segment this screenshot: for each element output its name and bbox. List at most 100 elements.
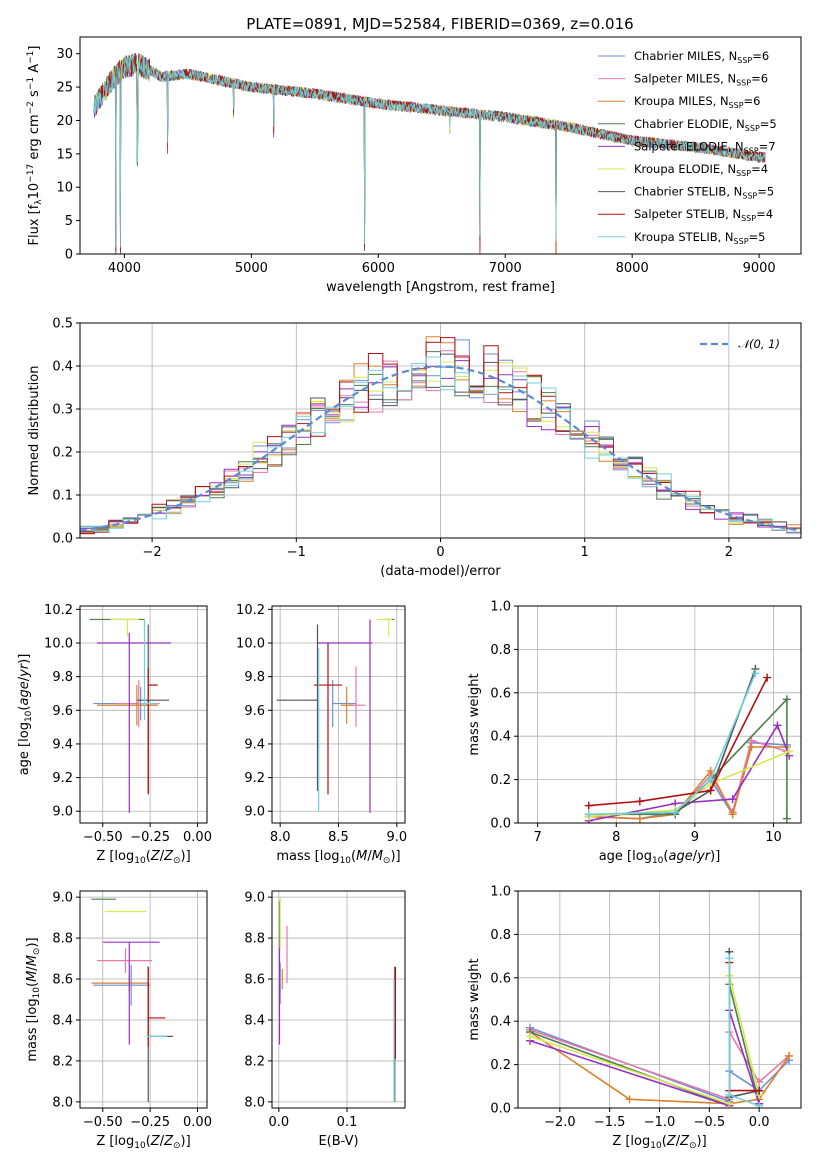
weight-marker: [671, 808, 680, 817]
y-tick-label: 15: [56, 147, 73, 162]
y-axis-label: age [log10(age/yr)]: [17, 654, 34, 776]
y-tick-label: 8.2: [244, 1054, 265, 1069]
x-tick-label: −0.50: [83, 1115, 123, 1130]
y-tick-label: 10.2: [44, 603, 73, 618]
y-tick-label: 9.0: [52, 805, 73, 820]
y-tick-label: 1.0: [490, 600, 511, 615]
x-tick-label: 5000: [235, 261, 268, 276]
x-axis-label: wavelength [Angstrom, rest frame]: [326, 280, 555, 295]
y-tick-label: 0.2: [52, 446, 73, 461]
y-tick-label: 0.0: [490, 1102, 511, 1117]
x-tick-label: 0.1: [337, 1115, 358, 1130]
y-axis-label: Normed distribution: [27, 366, 42, 496]
axes-background: [80, 891, 207, 1108]
weight-marker: [635, 814, 644, 823]
y-axis-label: mass weight: [467, 673, 482, 755]
y-tick-label: 20: [56, 114, 73, 129]
axes-overlay: 7 8 9 10 0.0 0.2 0.4 0.6 0.8 1.0 age [log10(age/yr…: [467, 600, 802, 866]
x-axis-label: Z [log10(Z/Z⊙)]: [612, 1134, 706, 1151]
y-tick-label: 10: [56, 181, 73, 196]
x-tick-label: −0.25: [130, 1115, 170, 1130]
x-axis-label: (data-model)/error: [380, 564, 501, 579]
weight-marker: [635, 797, 644, 806]
y-tick-label: 8.6: [244, 973, 265, 988]
y-tick-label: 0.3: [52, 403, 73, 418]
y-axis-label: mass weight: [467, 958, 482, 1040]
x-tick-label: 1: [581, 545, 589, 560]
y-tick-label: 0: [65, 248, 73, 263]
legend-label: Salpeter MILES, NSSP=6: [634, 72, 768, 88]
y-tick-label: 0.2: [490, 773, 511, 788]
y-tick-label: 8.4: [244, 1013, 265, 1028]
x-tick-label: 8: [612, 830, 620, 845]
axes-frame: [79, 605, 208, 824]
x-tick-label: −2.0: [544, 1115, 576, 1130]
axes-overlay: 0.0 0.1 8.0 8.2 8.4 8.6 8.8 9.0 E(B-V): [244, 890, 406, 1149]
weight-marker: [706, 786, 715, 795]
axes-mass-vs-Z: −0.50 −0.25 0.00 8.0 8.2 8.4 8.6 8.8 9.0 Z [log10…: [25, 890, 212, 1151]
x-tick-label: 0.00: [183, 830, 212, 845]
x-tick-label: 0: [436, 545, 444, 560]
legend-label: Chabrier STELIB, NSSP=5: [634, 185, 774, 201]
y-tick-label: 8.8: [52, 932, 73, 947]
y-tick-label: 9.8: [52, 670, 73, 685]
y-tick-label: 0.2: [490, 1058, 511, 1073]
y-tick-label: 30: [56, 47, 73, 62]
residual-legend: 𝒩(0, 1): [700, 337, 780, 351]
axes-overlay: −2.0 −1.5 −1.0 −0.5 0.0 0.0 0.2 0.4 0.6 0.8 1.0 Z […: [467, 885, 802, 1151]
weight-marker: [782, 695, 791, 704]
weight-marker: [584, 810, 593, 819]
axes-spectrum: 4000 5000 6000 7000 8000 9000 0 5 10 15 20 25 30 wave…: [26, 36, 802, 295]
axes-overlay: −0.50 −0.25 0.00 9.0 9.2 9.4 9.6 9.8 10.0 10.2 Z […: [17, 603, 212, 866]
y-tick-label: 8.0: [52, 1095, 73, 1110]
axes-overlay: 8.0 8.5 9.0 9.0 9.2 9.4 9.6 9.8 10.0 10.2 mass [lo…: [236, 603, 407, 866]
weight-marker: [584, 801, 593, 810]
x-tick-label: −1.0: [644, 1115, 676, 1130]
y-tick-label: 0.8: [490, 928, 511, 943]
y-tick-label: 10.2: [236, 603, 265, 618]
plot-area: [276, 618, 395, 813]
weight-marker: [728, 795, 737, 804]
legend-label: 𝒩(0, 1): [738, 337, 780, 351]
weight-marker: [773, 721, 782, 730]
x-tick-label: 4000: [108, 261, 141, 276]
y-tick-label: 9.0: [244, 891, 265, 906]
x-axis-label: E(B-V): [318, 1134, 358, 1149]
weight-marker: [625, 1095, 634, 1104]
weight-marker: [785, 1051, 794, 1060]
y-tick-label: 8.0: [244, 1095, 265, 1110]
weight-line: [588, 672, 757, 816]
y-tick-label: 0.0: [52, 532, 73, 547]
axes-overlay: −2 −1 0 1 2 0.0 0.1 0.2 0.3 0.4 0.5 (data-model)/er…: [27, 317, 802, 579]
axes-mass-vs-ebv: 0.0 0.1 8.0 8.2 8.4 8.6 8.8 9.0 E(B-V): [244, 890, 406, 1149]
normal-curve: [80, 365, 801, 532]
y-tick-label: 10.0: [44, 637, 73, 652]
axes-residuals: −2 −1 0 1 2 0.0 0.1 0.2 0.3 0.4 0.5 (data-model)/er…: [27, 317, 802, 579]
y-tick-label: 0.4: [490, 1015, 511, 1030]
x-tick-label: −0.25: [130, 830, 170, 845]
x-tick-label: 0.0: [268, 1115, 289, 1130]
y-tick-label: 0.8: [490, 643, 511, 658]
axes-background: [272, 891, 405, 1108]
weight-marker: [725, 954, 734, 963]
legend-label: Chabrier ELODIE, NSSP=5: [634, 117, 777, 133]
x-tick-label: −2: [143, 545, 162, 560]
histogram-line: [80, 337, 801, 534]
legend-label: Chabrier MILES, NSSP=6: [634, 49, 769, 65]
x-axis-label: age [log10(age/yr)]: [599, 849, 721, 866]
y-axis-label: Flux [fλ10−17 erg cm−2 s−1 A−1]: [26, 46, 44, 246]
y-tick-label: 9.4: [244, 737, 265, 752]
figure-title: PLATE=0891, MJD=52584, FIBERID=0369, z=0…: [246, 15, 633, 33]
y-axis-label: mass [log10(M/M⊙)]: [25, 937, 42, 1061]
spectrum-legend: Chabrier MILES, NSSP=6 Salpeter MILES, NS…: [598, 49, 777, 246]
plot-area: [525, 947, 794, 1108]
x-tick-label: −1: [287, 545, 306, 560]
x-tick-label: 9.0: [386, 830, 407, 845]
legend-label: Salpeter STELIB, NSSP=4: [634, 207, 773, 223]
x-tick-label: 2: [725, 545, 733, 560]
y-tick-label: 9.6: [244, 704, 265, 719]
y-tick-label: 25: [56, 81, 73, 96]
axes-frame: [79, 890, 208, 1109]
axes-overlay: 4000 5000 6000 7000 8000 9000 0 5 10 15 20 25 30 wave…: [26, 36, 802, 295]
